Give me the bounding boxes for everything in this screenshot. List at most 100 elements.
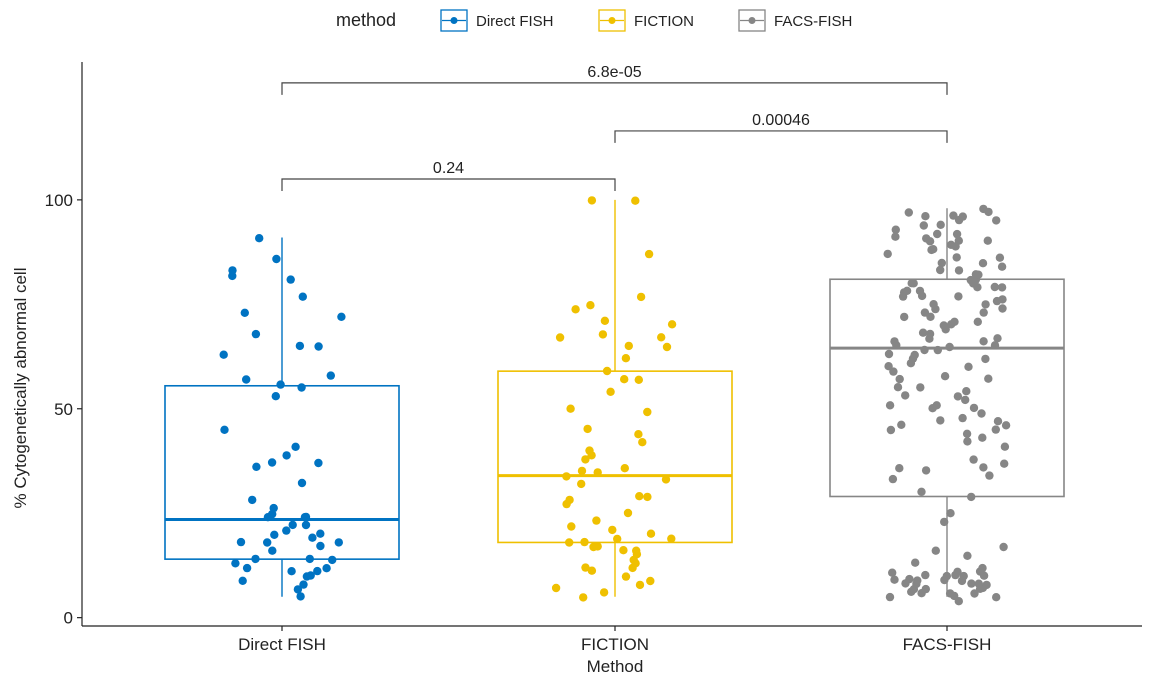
data-point <box>921 584 930 594</box>
data-point <box>282 451 291 460</box>
data-point <box>577 466 587 476</box>
data-point <box>939 321 948 330</box>
data-point <box>940 372 950 381</box>
data-point <box>251 554 260 564</box>
data-point <box>886 425 896 435</box>
data-point <box>997 262 1007 271</box>
data-point <box>959 571 968 581</box>
data-point <box>978 563 987 573</box>
points-facs-fish <box>883 204 1011 606</box>
data-point <box>971 270 981 279</box>
legend-item-facs-fish: FACS-FISH <box>738 9 852 32</box>
data-point <box>600 316 610 325</box>
x-tick-label-fiction: FICTION <box>581 635 649 654</box>
data-point <box>551 583 561 593</box>
data-point <box>953 392 963 401</box>
data-point <box>984 374 993 383</box>
data-point <box>620 464 629 473</box>
data-point <box>993 334 1002 343</box>
legend-item-fiction: FICTION <box>598 9 694 32</box>
data-point <box>998 304 1007 313</box>
data-point <box>287 567 296 576</box>
comparison-direct-fish-vs-fiction: 0.24 <box>281 160 616 191</box>
data-point <box>946 509 955 518</box>
data-point <box>979 337 988 346</box>
data-point <box>973 317 982 326</box>
comparison-direct-fish-vs-facs-fish: 6.8e-05 <box>281 64 948 95</box>
data-point <box>936 265 945 275</box>
data-point <box>966 275 975 285</box>
data-point <box>974 579 983 588</box>
data-point <box>990 341 1000 350</box>
data-point <box>940 517 949 527</box>
data-point <box>636 292 646 302</box>
data-point <box>270 530 279 539</box>
data-point <box>978 259 988 268</box>
data-point <box>910 350 919 360</box>
p-value-label: 6.8e-05 <box>587 64 641 81</box>
data-point <box>916 383 925 392</box>
data-point <box>1000 442 1010 451</box>
y-tick-label: 50 <box>54 400 73 419</box>
legend-label-facs-fish: FACS-FISH <box>774 13 852 30</box>
data-point <box>979 463 988 472</box>
iqr-box <box>164 384 400 560</box>
data-point <box>299 580 308 589</box>
axes-layer: 0 50 100 Direct FISH FICTION FACS-FISH <box>45 62 1142 654</box>
data-point <box>936 220 945 229</box>
data-point <box>962 387 971 396</box>
data-point <box>308 533 317 542</box>
data-point <box>891 225 900 234</box>
data-point <box>945 589 955 598</box>
data-point <box>282 526 291 535</box>
data-point <box>953 567 962 576</box>
data-point <box>313 566 322 576</box>
data-point <box>587 196 597 205</box>
data-point <box>580 537 589 547</box>
data-point <box>945 342 954 352</box>
data-point <box>328 555 337 565</box>
data-point <box>598 330 608 339</box>
data-point <box>983 236 992 245</box>
data-point <box>267 458 277 467</box>
data-point <box>291 442 300 451</box>
data-point <box>314 458 323 468</box>
y-axis-title: % Cytogenetically abnormal cell <box>11 268 30 509</box>
data-point <box>952 253 961 262</box>
data-point <box>905 574 914 584</box>
comparison-fiction-vs-facs-fish: 0.00046 <box>614 112 948 143</box>
data-point <box>579 593 588 602</box>
points-fiction <box>551 196 677 602</box>
data-point <box>613 534 622 544</box>
points-direct-fish <box>219 234 346 601</box>
data-point <box>933 345 942 355</box>
data-point <box>583 424 592 434</box>
data-point <box>954 292 963 301</box>
data-point <box>889 367 898 376</box>
y-tick-label: 100 <box>45 191 73 210</box>
data-point <box>646 529 656 538</box>
data-point <box>585 446 594 455</box>
data-point <box>888 474 898 484</box>
data-point <box>667 534 676 543</box>
data-point <box>961 395 970 405</box>
data-point <box>662 342 672 352</box>
data-point <box>643 492 652 502</box>
data-point <box>316 541 325 551</box>
data-point <box>337 312 346 321</box>
data-point <box>993 417 1003 426</box>
data-point <box>985 471 994 480</box>
data-point <box>982 580 991 590</box>
data-point <box>969 455 978 464</box>
data-point <box>919 221 928 230</box>
data-point <box>586 301 595 310</box>
data-point <box>286 275 295 284</box>
data-point <box>296 592 305 601</box>
data-point <box>998 295 1007 304</box>
data-point <box>920 308 930 317</box>
data-point <box>946 240 956 249</box>
data-point <box>634 375 643 384</box>
data-point <box>890 575 899 584</box>
data-point <box>606 387 615 396</box>
data-point <box>562 472 571 481</box>
